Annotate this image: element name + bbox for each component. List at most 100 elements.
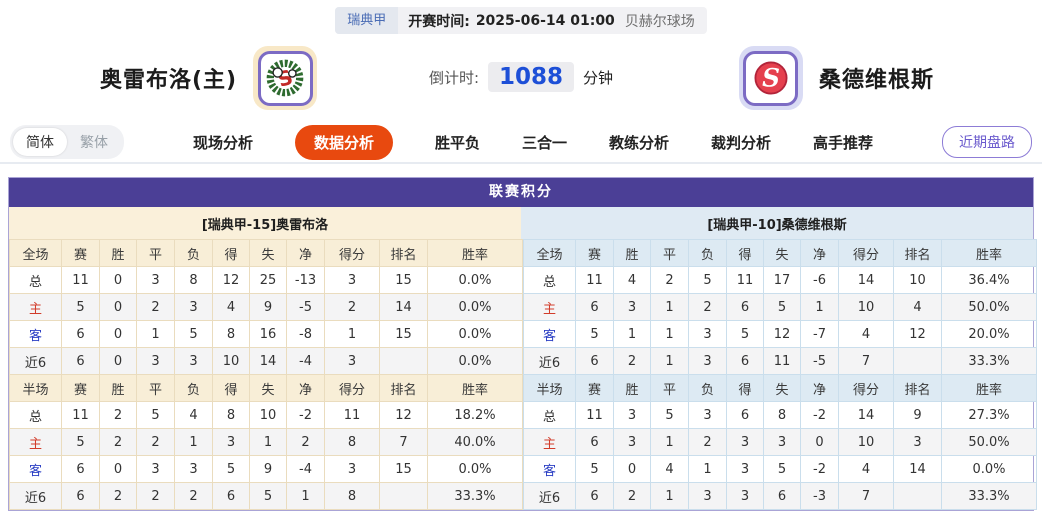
lang-simplified[interactable]: 简体 (13, 128, 67, 156)
stat-cell: 3 (324, 347, 380, 375)
stat-cell: 8 (212, 320, 250, 348)
stat-row-label: 主 (523, 428, 576, 456)
stat-cell: 3 (613, 428, 651, 456)
stat-cell (379, 482, 428, 510)
league-badge[interactable]: 瑞典甲 (335, 7, 399, 34)
stat-cell: 1 (613, 320, 651, 348)
stat-cell: 3 (174, 293, 213, 321)
stat-cell: 10 (838, 428, 894, 456)
stat-row: 主 5 0 2 3 4 9 -5 2 14 0.0% (9, 293, 523, 321)
away-team-name: 桑德维根斯 (818, 68, 934, 93)
stat-cell: 3 (726, 482, 764, 510)
kickoff-time: 2025-06-14 01:00 (475, 12, 615, 29)
stat-cell: 0.0% (427, 266, 523, 294)
stat-cell: 0.0% (427, 320, 523, 348)
countdown: 倒计时: 1088 分钟 (0, 62, 1042, 92)
stat-row: 总 11 0 3 8 12 25 -13 3 15 0.0% (9, 266, 523, 294)
stat-cell: 2 (286, 428, 325, 456)
nav-tab-0[interactable]: 现场分析 (192, 133, 253, 152)
stat-cell: 11 (763, 347, 801, 375)
stat-cell: 14 (249, 347, 287, 375)
stat-row: 近6 6 0 3 3 10 14 -4 3 0.0% (9, 347, 523, 375)
stat-row: 客 5 0 4 1 3 5 -2 4 14 0.0% (523, 455, 1037, 483)
stat-cell: 5 (174, 320, 213, 348)
nav-tab-3[interactable]: 三合一 (521, 133, 567, 152)
countdown-unit: 分钟 (583, 68, 614, 87)
stat-cell: 5 (575, 320, 614, 348)
nav-bar: 简体 繁体 现场分析 数据分析 胜平负 三合一 教练分析 裁判分析 高手推荐 近期盘路 (0, 122, 1042, 164)
stat-cell: 5 (763, 293, 801, 321)
stat-cell: 3 (688, 347, 727, 375)
stat-cell: 3 (136, 455, 175, 483)
stat-row: 近6 6 2 1 3 6 11 -5 7 33.3% (523, 347, 1037, 375)
red-circle-s-icon: S (754, 61, 788, 95)
nav-tab-6[interactable]: 高手推荐 (813, 133, 874, 152)
stat-cell: 6 (61, 320, 100, 348)
stat-cell: 15 (379, 266, 428, 294)
stat-cell: 0.0% (427, 293, 523, 321)
stat-cell: 2 (136, 293, 175, 321)
stat-cell: 0 (99, 320, 137, 348)
league-points-section: 联赛积分 [瑞典甲-15]奥雷布洛 [瑞典甲-10]桑德维根斯 全场赛胜平负得失… (8, 177, 1037, 511)
stat-cell: 1 (650, 320, 689, 348)
stat-cell: 3 (136, 347, 175, 375)
stat-cell: 2 (688, 293, 727, 321)
stat-row-label: 近6 (9, 482, 62, 510)
stat-header-cell: 失 (763, 374, 801, 402)
stat-cell: 6 (212, 482, 250, 510)
stat-header-cell: 净 (800, 239, 839, 267)
stat-cell: 10 (249, 401, 287, 429)
stat-cell: -2 (800, 455, 839, 483)
stat-row: 总 11 3 5 3 6 8 -2 14 9 27.3% (523, 401, 1037, 429)
stat-header-cell: 赛 (575, 374, 614, 402)
stat-cell: 8 (212, 401, 250, 429)
stat-header-cell: 排名 (379, 374, 428, 402)
stat-cell: 2 (99, 428, 137, 456)
stat-cell: 6 (575, 482, 614, 510)
stat-cell: 2 (650, 266, 689, 294)
nav-tab-1[interactable]: 数据分析 (294, 124, 393, 160)
stat-header-row: 半场赛胜平负得失净得分 排名 胜率 (9, 374, 523, 402)
stat-cell: 2 (136, 482, 175, 510)
stat-header-cell: 胜 (613, 239, 651, 267)
stat-cell: 1 (324, 320, 380, 348)
stat-cell (893, 347, 942, 375)
lang-traditional[interactable]: 繁体 (80, 135, 108, 151)
stat-header-cell: 胜 (99, 374, 137, 402)
stat-header-cell: 得分 (838, 239, 894, 267)
nav-tab-2[interactable]: 胜平负 (434, 133, 480, 152)
stat-cell: 5 (61, 293, 100, 321)
stat-row: 总 11 4 2 5 11 17 -6 14 10 36.4% (523, 266, 1037, 294)
nav-tab-4[interactable]: 教练分析 (609, 133, 670, 152)
stat-cell: 14 (379, 293, 428, 321)
stat-cell: -7 (800, 320, 839, 348)
stat-cell: 6 (763, 482, 801, 510)
stat-row-label: 近6 (523, 347, 576, 375)
stat-row: 总 11 2 5 4 8 10 -2 11 12 18.2% (9, 401, 523, 429)
stat-cell: 3 (613, 293, 651, 321)
stat-cell: 0 (99, 293, 137, 321)
league-points-title: 联赛积分 (9, 178, 1033, 207)
kickoff-label: 开赛时间: (408, 13, 470, 30)
nav-tab-5[interactable]: 裁判分析 (711, 133, 772, 152)
stat-cell: 1 (650, 293, 689, 321)
stat-cell: 2 (136, 428, 175, 456)
stat-header-cell: 负 (688, 374, 727, 402)
stat-cell: 0.0% (427, 455, 523, 483)
stat-row: 客 6 0 1 5 8 16 -8 1 15 0.0% (9, 320, 523, 348)
stat-cell: -4 (286, 455, 325, 483)
stat-cell: 12 (763, 320, 801, 348)
stat-cell: 4 (838, 455, 894, 483)
match-info-bar: 瑞典甲 开赛时间: 2025-06-14 01:00 贝赫尔球场 (0, 0, 1042, 34)
stat-cell: -13 (286, 266, 325, 294)
recent-trends-button[interactable]: 近期盘路 (942, 126, 1032, 158)
stat-cell: 4 (174, 401, 213, 429)
stat-cell: 5 (61, 428, 100, 456)
stat-row-label: 主 (9, 293, 62, 321)
stat-cell: 33.3% (427, 482, 523, 510)
stat-cell: 11 (61, 266, 100, 294)
stat-cell: 12 (379, 401, 428, 429)
stat-header-cell: 赛 (575, 239, 614, 267)
stat-cell: 50.0% (941, 428, 1037, 456)
team-subtitles: [瑞典甲-15]奥雷布洛 [瑞典甲-10]桑德维根斯 (9, 207, 1033, 239)
